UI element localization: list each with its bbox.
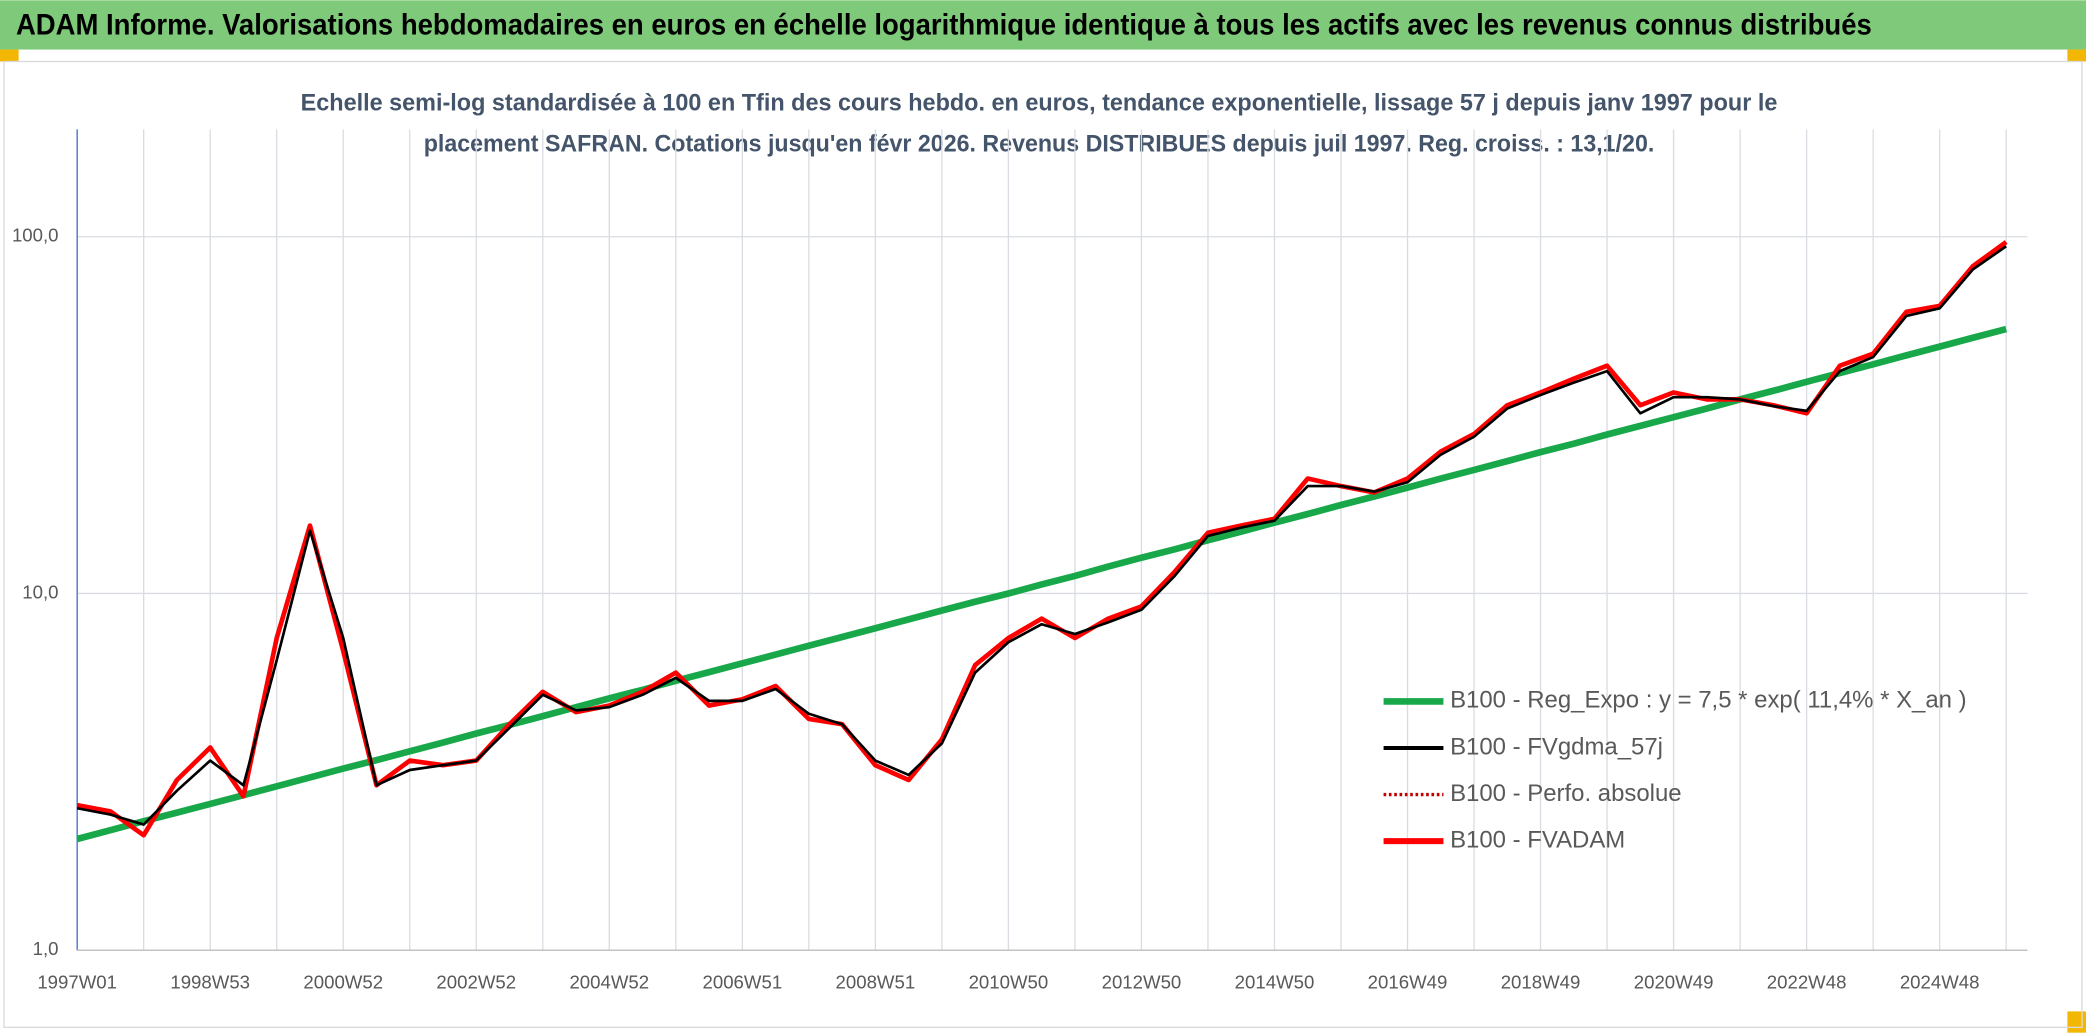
x-tick-label: 2004W52 — [569, 971, 649, 992]
corner — [2067, 1011, 2086, 1033]
x-tick-label: 1997W01 — [37, 971, 117, 992]
legend: B100 - Reg_Expo : y = 7,5 * exp( 11,4% *… — [1383, 687, 1967, 853]
x-tick-label: 2020W49 — [1634, 971, 1714, 992]
y-tick-label: 10,0 — [22, 581, 58, 602]
grid: 1,0 10,0 100,0 1997W01 1998W53 2000W52 2002W52… — [12, 129, 2028, 992]
plot — [76, 240, 2008, 843]
legend-label: B100 - FVgdma_57j — [1450, 733, 1663, 760]
series-line — [76, 325, 2008, 843]
x-tick-label: 2002W52 — [436, 971, 516, 992]
legend-label: B100 - Reg_Expo : y = 7,5 * exp( 11,4% *… — [1450, 687, 1967, 714]
legend-label: B100 - Perfo. absolue — [1450, 780, 1682, 807]
x-tick-label: 2016W49 — [1368, 971, 1448, 992]
x-tick-label: 2006W51 — [703, 971, 783, 992]
frame — [3, 60, 2083, 1029]
x-tick-label: 2012W50 — [1102, 971, 1182, 992]
y-tick-label: 1,0 — [33, 938, 59, 959]
x-tick-label: 2000W52 — [303, 971, 383, 992]
x-tick-label: 2014W50 — [1235, 971, 1315, 992]
series-line — [76, 240, 2008, 838]
legend-label: B100 - FVADAM — [1450, 826, 1625, 853]
corner — [2067, 49, 2086, 62]
x-tick-label: 1998W53 — [170, 971, 250, 992]
x-tick-label: 2018W49 — [1501, 971, 1581, 992]
chart-subtitle: Echelle semi-log standardisée à 100 en T… — [301, 89, 1778, 116]
corner — [0, 49, 19, 62]
x-tick-label: 2008W51 — [836, 971, 916, 992]
x-tick-label: 2010W50 — [969, 971, 1049, 992]
chart-subtitle: placement SAFRAN. Cotations jusqu'en fév… — [424, 131, 1655, 158]
y-tick-label: 100,0 — [12, 225, 59, 246]
x-tick-label: 2022W48 — [1767, 971, 1847, 992]
chart-title: ADAM Informe. Valorisations hebdomadaire… — [16, 10, 1872, 42]
title-bar — [0, 0, 2086, 50]
x-tick-label: 2024W48 — [1900, 971, 1980, 992]
series-line — [76, 245, 2007, 826]
